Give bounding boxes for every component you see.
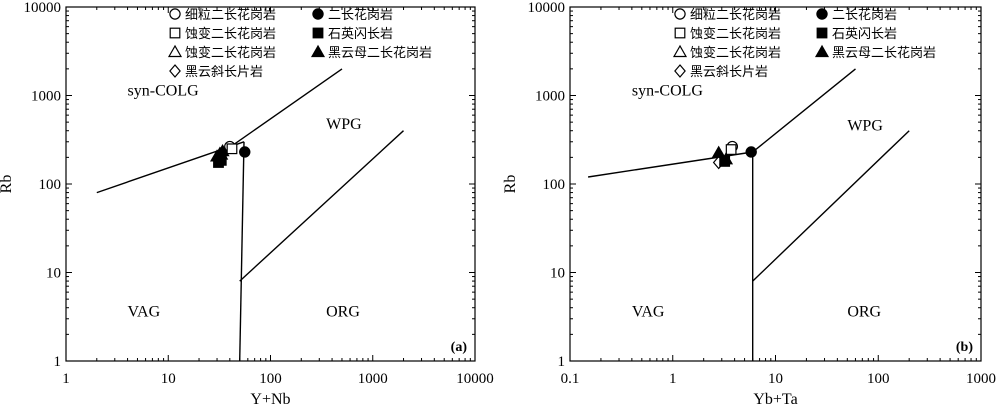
x-tick-label: 0.1 — [561, 371, 580, 387]
region-label: syn-COLG — [632, 83, 704, 100]
x-tick-label: 10 — [161, 371, 176, 387]
legend-label: 蚀变二长花岗岩 — [690, 26, 781, 42]
region-label: WPG — [326, 116, 362, 133]
panel-label: (b) — [956, 340, 973, 355]
y-tick-label: 10 — [46, 266, 61, 282]
legend-marker-triangle-filled — [814, 44, 830, 58]
legend-label: 黑云斜长片岩 — [185, 65, 263, 80]
x-tick-label: 10 — [768, 371, 783, 387]
legend-label: 蚀变二长花岗岩 — [185, 26, 276, 42]
region-label: ORG — [847, 303, 881, 320]
data-point-triangle-filled — [215, 143, 230, 157]
legend-marker-diamond-open — [674, 64, 686, 78]
x-tick-label: 1 — [669, 371, 677, 387]
panel-a: 1 10 100 1000 10000 1 10 100 1000 10000 Y+Nb Rb syn-… — [0, 0, 494, 408]
legend-label: 细粒二长花岗岩 — [185, 7, 276, 23]
legend-marker-square-filled — [312, 27, 324, 39]
legend-label: 蚀变二长花岗岩 — [690, 45, 781, 61]
region-label: VAG — [128, 303, 161, 320]
y-tick-label: 1 — [558, 354, 566, 370]
panel-b: 0.1 1 10 100 1000110100100010000Yb+TaRbsyn-C… — [502, 0, 996, 408]
legend-marker-circle-open — [674, 8, 686, 20]
data-point-triangle-filled — [718, 152, 734, 165]
x-tick-label: 1 — [62, 371, 70, 387]
data-point-square-open — [226, 143, 238, 155]
discrimination-boundary — [239, 141, 245, 362]
data-point-circle-filled — [239, 146, 251, 158]
legend-label: 黑云母二长花岗岩 — [832, 45, 936, 61]
data-point-triangle-filled — [711, 145, 726, 158]
discrimination-boundary — [752, 68, 856, 153]
y-tick-label: 10000 — [24, 0, 62, 16]
region-label: ORG — [326, 303, 360, 320]
x-tick-label: 10000 — [456, 371, 494, 387]
legend-marker-triangle-open — [167, 44, 183, 58]
panel-label: (a) — [451, 340, 468, 355]
legend-label: 石英闪长岩 — [832, 27, 897, 42]
legend-marker-square-open — [674, 27, 686, 39]
y-tick-label: 1 — [54, 354, 62, 370]
region-label: VAG — [632, 303, 665, 320]
legend-label: 二长花岗岩 — [328, 7, 393, 23]
x-axis-title: Yb+Ta — [753, 391, 797, 408]
legend-marker-triangle-filled — [310, 44, 326, 58]
region-label: syn-COLG — [128, 83, 200, 100]
legend-label: 二长花岗岩 — [832, 7, 897, 23]
legend-label: 黑云斜长片岩 — [690, 65, 768, 80]
legend-label: 蚀变二长花岗岩 — [185, 45, 276, 61]
x-tick-label: 1000 — [966, 371, 996, 387]
legend-marker-square-filled — [816, 27, 828, 39]
y-tick-label: 10000 — [528, 0, 566, 16]
legend-marker-circle-filled — [312, 8, 324, 20]
y-tick-label: 100 — [39, 177, 62, 193]
y-tick-label: 1000 — [535, 89, 565, 105]
legend-marker-diamond-open — [169, 64, 181, 78]
discrimination-boundary — [239, 130, 404, 282]
x-tick-label: 100 — [867, 371, 890, 387]
legend-marker-circle-open — [169, 8, 181, 20]
legend-label: 黑云母二长花岗岩 — [328, 45, 432, 61]
data-point-triangle-filled — [210, 149, 225, 162]
y-tick-label: 100 — [543, 177, 566, 193]
discrimination-boundary — [752, 130, 910, 282]
legend-label: 石英闪长岩 — [328, 27, 393, 42]
x-tick-label: 100 — [259, 371, 282, 387]
x-tick-label: 1000 — [358, 371, 388, 387]
y-tick-label: 10 — [550, 266, 565, 282]
y-tick-label: 1000 — [31, 89, 61, 105]
discrimination-boundary — [229, 68, 343, 148]
y-axis-title: Rb — [502, 175, 519, 194]
region-label: WPG — [847, 118, 883, 135]
data-point-circle-filled — [745, 146, 757, 158]
legend-marker-circle-filled — [816, 8, 828, 20]
x-axis-title: Y+Nb — [250, 391, 290, 408]
legend-marker-square-open — [169, 27, 181, 39]
legend-label: 细粒二长花岗岩 — [690, 7, 781, 23]
data-point-square-open — [725, 144, 737, 155]
legend-marker-triangle-open — [672, 44, 688, 58]
y-axis-title: Rb — [0, 175, 15, 194]
